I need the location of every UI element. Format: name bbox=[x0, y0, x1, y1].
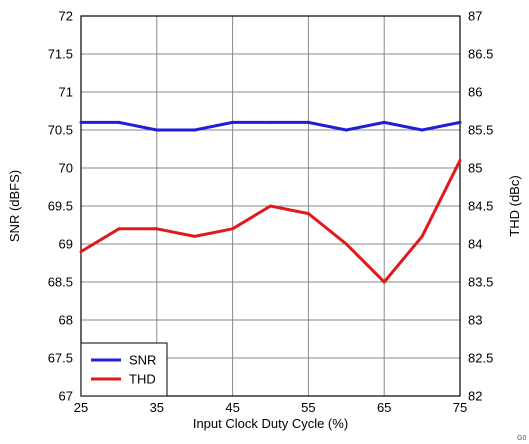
data-point-thd bbox=[344, 242, 348, 246]
data-point-thd bbox=[306, 212, 310, 216]
series-line-thd bbox=[80, 159, 462, 284]
y2-tick-label: 82.5 bbox=[468, 351, 493, 366]
x-tick-label: 25 bbox=[74, 400, 88, 415]
data-point-thd bbox=[117, 227, 121, 231]
data-point-snr bbox=[193, 128, 197, 132]
x-tick-label: 55 bbox=[301, 400, 315, 415]
figure-code: G0 bbox=[517, 435, 526, 442]
y-tick-label: 69 bbox=[59, 237, 73, 252]
y2-tick-label: 83.5 bbox=[468, 275, 493, 290]
y2-tick-label: 86 bbox=[468, 85, 482, 100]
data-point-thd bbox=[231, 227, 235, 231]
y2-axis-title: THD (dBc) bbox=[507, 175, 522, 236]
data-point-thd bbox=[269, 204, 272, 208]
x-tick-label: 45 bbox=[225, 400, 239, 415]
data-point-snr bbox=[231, 120, 235, 124]
data-point-thd bbox=[79, 250, 83, 254]
x-tick-label: 65 bbox=[377, 400, 391, 415]
x-tick-label: 75 bbox=[453, 400, 467, 415]
data-point-thd bbox=[155, 227, 159, 231]
y-tick-label: 69.5 bbox=[48, 199, 73, 214]
series-layer bbox=[79, 120, 462, 284]
data-point-thd bbox=[458, 158, 462, 162]
y2-tick-label: 84.5 bbox=[468, 199, 493, 214]
legend-label-thd: THD bbox=[129, 372, 156, 387]
data-point-thd bbox=[193, 234, 197, 238]
legend-box bbox=[80, 342, 168, 397]
x-tick-label: 35 bbox=[150, 400, 164, 415]
legend-label-snr: SNR bbox=[129, 353, 156, 368]
y-tick-label: 68.5 bbox=[48, 275, 73, 290]
data-point-snr bbox=[306, 120, 310, 124]
data-point-thd bbox=[420, 234, 424, 238]
y2-tick-label: 85.5 bbox=[468, 123, 493, 138]
data-point-snr bbox=[420, 128, 424, 132]
y-tick-label: 71.5 bbox=[48, 47, 73, 62]
data-point-snr bbox=[382, 120, 386, 124]
data-point-snr bbox=[269, 120, 272, 124]
y2-tick-label: 87 bbox=[468, 9, 482, 24]
plot-frame bbox=[80, 15, 461, 397]
y2-tick-label: 84 bbox=[468, 237, 482, 252]
data-point-snr bbox=[79, 120, 83, 124]
y-tick-label: 67 bbox=[59, 389, 73, 404]
data-point-snr bbox=[155, 128, 159, 132]
y-axis-title: SNR (dBFS) bbox=[7, 170, 22, 242]
y-tick-label: 68 bbox=[59, 313, 73, 328]
y-tick-label: 71 bbox=[59, 85, 73, 100]
data-point-snr bbox=[117, 120, 121, 124]
y-tick-label: 70.5 bbox=[48, 123, 73, 138]
data-point-snr bbox=[458, 120, 462, 124]
right-axis-ticks: 82 82.5 83 83.5 84 84.5 85 85.5 86 86.5 87 bbox=[468, 9, 493, 404]
data-point-thd bbox=[382, 280, 386, 284]
y2-tick-label: 86.5 bbox=[468, 47, 493, 62]
data-point-snr bbox=[344, 128, 348, 132]
x-axis-title: Input Clock Duty Cycle (%) bbox=[193, 416, 348, 431]
y2-tick-label: 83 bbox=[468, 313, 482, 328]
y-tick-label: 70 bbox=[59, 161, 73, 176]
x-axis-ticks: 25 35 45 55 65 75 bbox=[74, 400, 467, 415]
legend: SNR THD bbox=[80, 342, 168, 397]
left-axis-ticks: 67 67.5 68 68.5 69 69.5 70 70.5 71 71.5 72 bbox=[48, 9, 73, 404]
y2-tick-label: 82 bbox=[468, 389, 482, 404]
y2-tick-label: 85 bbox=[468, 161, 482, 176]
y-tick-label: 72 bbox=[59, 9, 73, 24]
y-tick-label: 67.5 bbox=[48, 351, 73, 366]
